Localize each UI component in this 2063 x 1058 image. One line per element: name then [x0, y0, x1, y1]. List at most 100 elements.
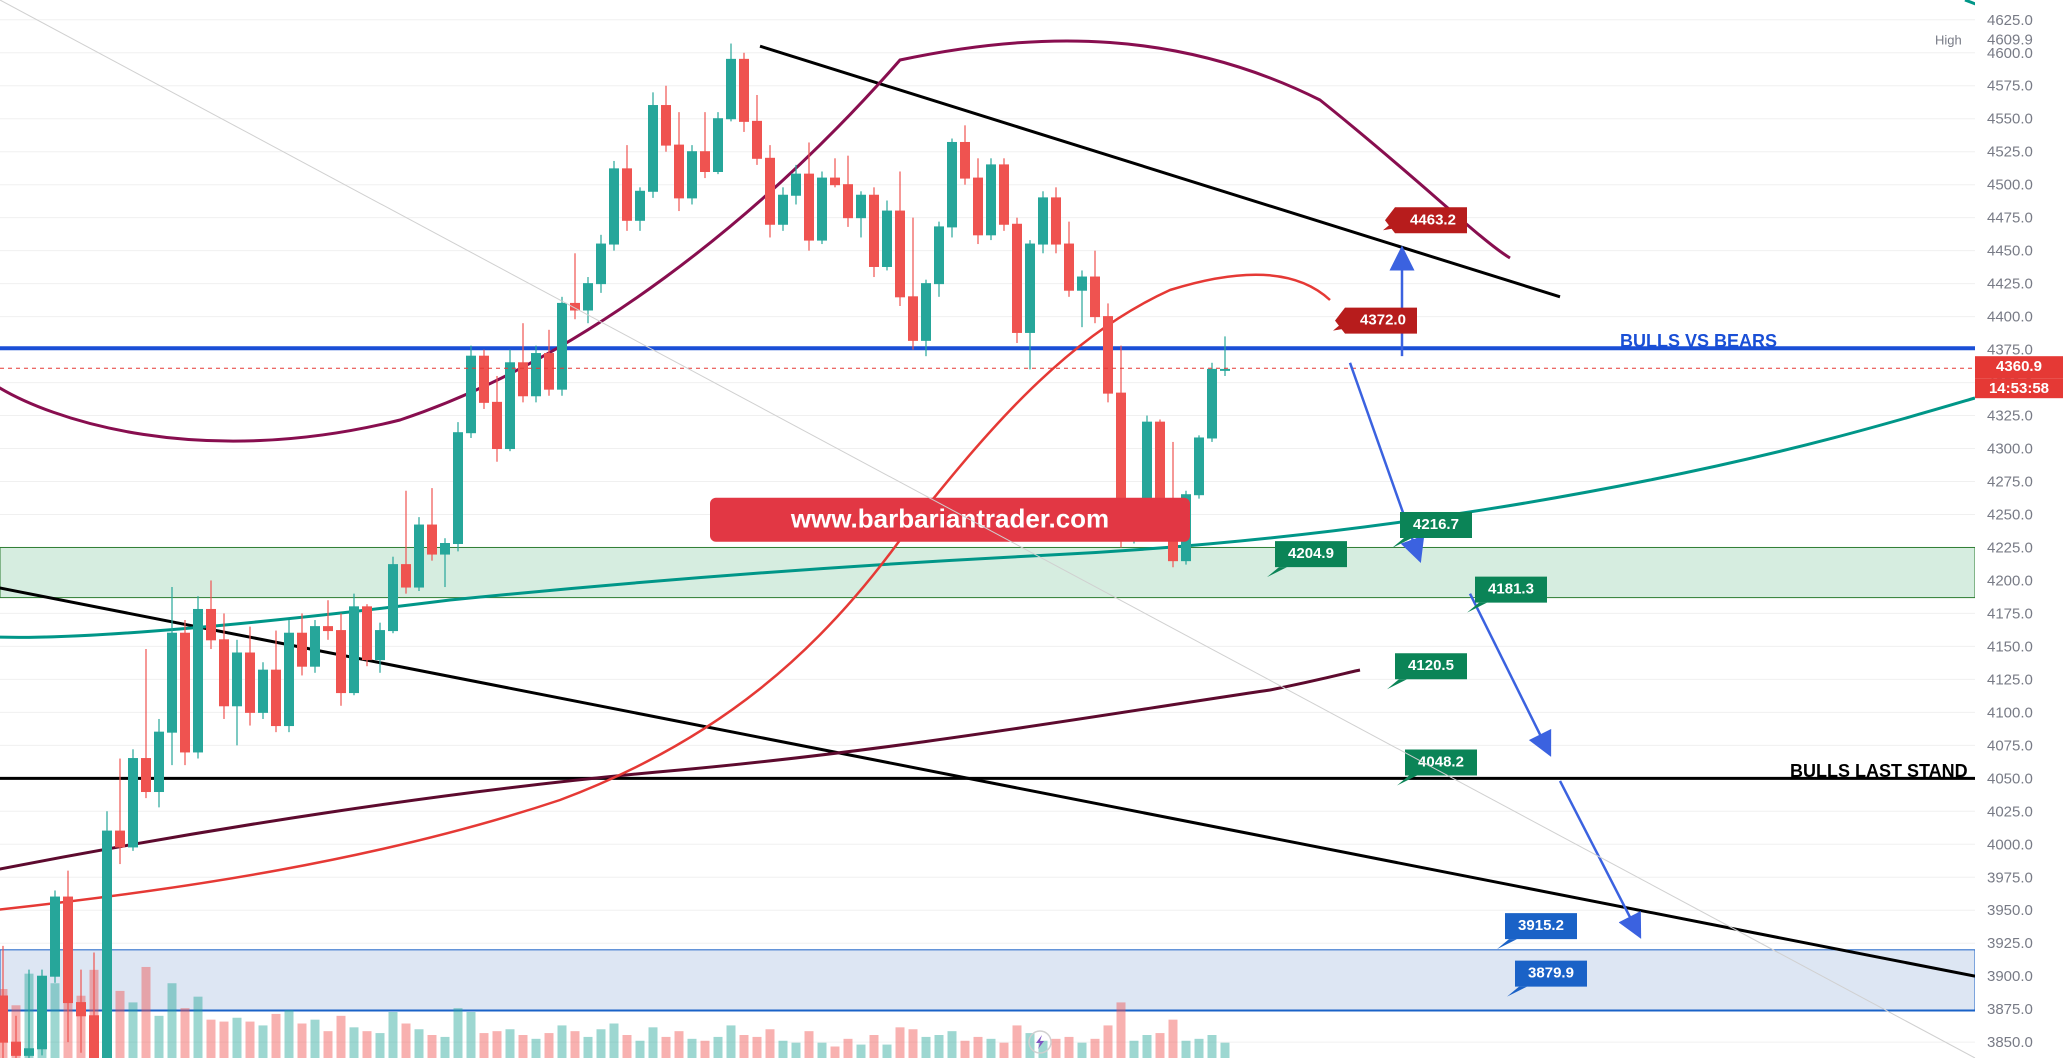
volume-bar — [259, 1025, 268, 1058]
volume-bar — [636, 1041, 645, 1058]
candle-body — [662, 106, 671, 146]
candle-body — [51, 897, 60, 976]
candle-body — [701, 152, 710, 172]
candle-body — [636, 191, 645, 220]
volume-bar — [805, 1031, 814, 1058]
high-label: High — [1935, 33, 1962, 48]
candle-body — [233, 653, 242, 706]
candle-body — [779, 195, 788, 224]
candle-body — [532, 354, 541, 396]
candle-body — [350, 607, 359, 693]
ytick-label: 4550.0 — [1987, 111, 2033, 128]
ytick-label: 4200.0 — [1987, 572, 2033, 589]
ytick-label: 3900.0 — [1987, 968, 2033, 985]
volume-bar — [415, 1029, 424, 1058]
ytick-label: 4375.0 — [1987, 342, 2033, 359]
candle-body — [909, 297, 918, 341]
candle-body — [870, 195, 879, 266]
candle-body — [935, 227, 944, 284]
candle-body — [922, 284, 931, 341]
chart-container: BULLS VS BEARSBULLS LAST STAND4463.24372… — [0, 0, 2063, 1058]
chart-svg[interactable]: BULLS VS BEARSBULLS LAST STAND4463.24372… — [0, 0, 2063, 1058]
volume-bar — [857, 1045, 866, 1058]
volume-bar — [454, 1008, 463, 1058]
candle-body — [883, 211, 892, 266]
candle-body — [376, 631, 385, 660]
ytick-label: 4150.0 — [1987, 638, 2033, 655]
candle-body — [857, 195, 866, 217]
volume-bar — [818, 1043, 827, 1058]
volume-bar — [155, 1016, 164, 1058]
ytick-label: 4025.0 — [1987, 803, 2033, 820]
volume-bar — [883, 1045, 892, 1058]
candle-body — [1143, 422, 1152, 508]
support-zone-green — [0, 547, 1975, 597]
volume-bar — [311, 1020, 320, 1058]
candle-body — [337, 631, 346, 693]
ytick-label: 4625.0 — [1987, 12, 2033, 29]
candle-body — [454, 433, 463, 544]
candle-body — [285, 633, 294, 725]
volume-bar — [194, 997, 203, 1058]
candle-body — [1104, 317, 1113, 394]
candle-body — [1013, 224, 1022, 332]
volume-bar — [558, 1025, 567, 1058]
volume-bar — [753, 1037, 762, 1058]
candle-body — [753, 121, 762, 158]
volume-bar — [1013, 1025, 1022, 1058]
volume-bar — [389, 1012, 398, 1058]
ytick-label: 3875.0 — [1987, 1001, 2033, 1018]
volume-bar — [519, 1035, 528, 1058]
axis-price-value: 4360.9 — [1996, 358, 2042, 375]
volume-bar — [1091, 1039, 1100, 1058]
ytick-label: 4050.0 — [1987, 770, 2033, 787]
volume-bar — [207, 1020, 216, 1058]
ytick-label: 4450.0 — [1987, 243, 2033, 260]
volume-bar — [480, 1033, 489, 1058]
candle-body — [12, 1042, 21, 1055]
ytick-label: 4100.0 — [1987, 704, 2033, 721]
volume-bar — [1065, 1037, 1074, 1058]
candle-body — [1221, 369, 1230, 370]
candle-body — [77, 1003, 86, 1016]
volume-bar — [1052, 1039, 1061, 1058]
ytick-label: 4400.0 — [1987, 309, 2033, 326]
ytick-label: 4475.0 — [1987, 210, 2033, 227]
svg-text:4120.5: 4120.5 — [1408, 657, 1454, 674]
ytick-label: 4325.0 — [1987, 408, 2033, 425]
ytick-label: 4575.0 — [1987, 78, 2033, 95]
axis-countdown: 14:53:58 — [1989, 380, 2049, 397]
volume-bar — [376, 1033, 385, 1058]
candle-body — [142, 759, 151, 792]
ytick-label: 4250.0 — [1987, 506, 2033, 523]
volume-bar — [961, 1041, 970, 1058]
candle-body — [1000, 165, 1009, 224]
candle-body — [116, 831, 125, 847]
volume-bar — [1130, 1041, 1139, 1058]
candle-body — [896, 211, 905, 297]
volume-bar — [1156, 1033, 1165, 1058]
candle-body — [493, 402, 502, 448]
candle-body — [545, 354, 554, 390]
ytick-label: 4000.0 — [1987, 836, 2033, 853]
candle-body — [506, 363, 515, 449]
candle-body — [948, 142, 957, 226]
volume-bar — [129, 1002, 138, 1058]
candle-body — [740, 59, 749, 121]
candle-body — [181, 633, 190, 752]
label-4216: 4216.7 — [1392, 512, 1472, 548]
label-4463: 4463.2 — [1383, 207, 1467, 233]
volume-bar — [1104, 1025, 1113, 1058]
svg-text:3879.9: 3879.9 — [1528, 965, 1574, 982]
volume-bar — [1221, 1043, 1230, 1058]
candle-body — [1052, 198, 1061, 244]
candle-body — [1078, 277, 1087, 290]
candle-body — [987, 165, 996, 235]
volume-bar — [506, 1029, 515, 1058]
volume-bar — [181, 1008, 190, 1058]
svg-text:4181.3: 4181.3 — [1488, 581, 1534, 598]
candle-body — [792, 174, 801, 195]
candle-body — [714, 119, 723, 172]
svg-text:4048.2: 4048.2 — [1418, 753, 1464, 770]
volume-bar — [896, 1027, 905, 1058]
